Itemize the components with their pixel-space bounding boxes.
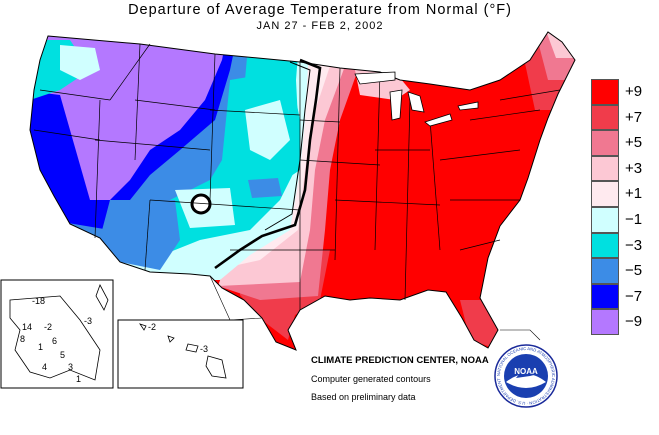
alaska-label: 14 — [22, 322, 33, 332]
great-lakes — [354, 71, 479, 127]
legend-row: +1 — [591, 181, 659, 207]
legend-label: +9 — [625, 83, 643, 100]
alaska-label: 6 — [52, 336, 58, 346]
legend-row: +3 — [591, 155, 659, 182]
legend-swatch — [591, 181, 619, 207]
legend-row: +7 — [591, 104, 659, 131]
legend-swatch — [591, 79, 619, 105]
credit-center: CLIMATE PREDICTION CENTER, NOAA — [311, 355, 489, 366]
legend-swatch — [591, 104, 619, 131]
legend-label: −9 — [625, 313, 643, 331]
legend-row: −3 — [591, 232, 659, 259]
color-legend: +9 +7 +5 +3 +1 −1 −3 −5 −7 −9 — [591, 79, 659, 335]
credit-computer-contours: Computer generated contours — [311, 374, 431, 384]
legend-row: +5 — [591, 130, 659, 156]
noaa-logo: NATIONAL OCEANIC AND ATMOSPHERIC ADMINIS… — [494, 344, 558, 408]
credit-preliminary-data: Based on preliminary data — [311, 392, 416, 402]
map-title: Departure of Average Temperature from No… — [128, 2, 512, 18]
legend-row: −1 — [591, 206, 659, 233]
legend-label: +1 — [625, 185, 643, 203]
legend-row: −5 — [591, 258, 659, 284]
alaska-label: -18 — [32, 296, 46, 306]
zero-contour-line — [214, 58, 322, 270]
hawaii-label: -2 — [148, 322, 157, 332]
alaska-label: 8 — [20, 334, 26, 344]
legend-label: +7 — [625, 108, 643, 126]
alaska-label: 1 — [76, 374, 82, 384]
legend-row: +9 — [591, 79, 659, 105]
legend-row: −7 — [591, 283, 659, 310]
alaska-label: 1 — [38, 342, 44, 352]
legend-label: −5 — [625, 262, 643, 280]
date-range: JAN 27 - FEB 2, 2002 — [256, 20, 384, 32]
legend-label: +3 — [625, 159, 643, 177]
legend-swatch — [591, 155, 619, 182]
state-boundaries — [29, 31, 576, 351]
contour-line — [264, 61, 311, 231]
legend-swatch — [591, 232, 619, 259]
hawaii-label: -3 — [200, 344, 209, 354]
legend-label: −7 — [625, 287, 643, 305]
legend-label: −3 — [625, 236, 643, 254]
cuba-outline — [500, 329, 541, 341]
mexico-border — [209, 275, 263, 321]
alaska-label: 4 — [42, 362, 48, 372]
noaa-wordmark: NOAA — [514, 367, 538, 376]
legend-swatch — [591, 258, 619, 284]
alaska-label: -3 — [84, 316, 93, 326]
alaska-label: 5 — [60, 350, 66, 360]
legend-label: +5 — [625, 134, 643, 152]
legend-swatch — [591, 309, 619, 335]
legend-row: −9 — [591, 309, 659, 335]
alaska-label: -2 — [44, 322, 53, 332]
alaska-inset — [0, 279, 114, 389]
legend-label: −1 — [625, 210, 643, 228]
alaska-label: 3 — [68, 362, 74, 372]
legend-swatch — [591, 206, 619, 233]
legend-swatch — [591, 283, 619, 310]
legend-swatch — [591, 130, 619, 156]
hawaii-inset — [117, 319, 244, 389]
